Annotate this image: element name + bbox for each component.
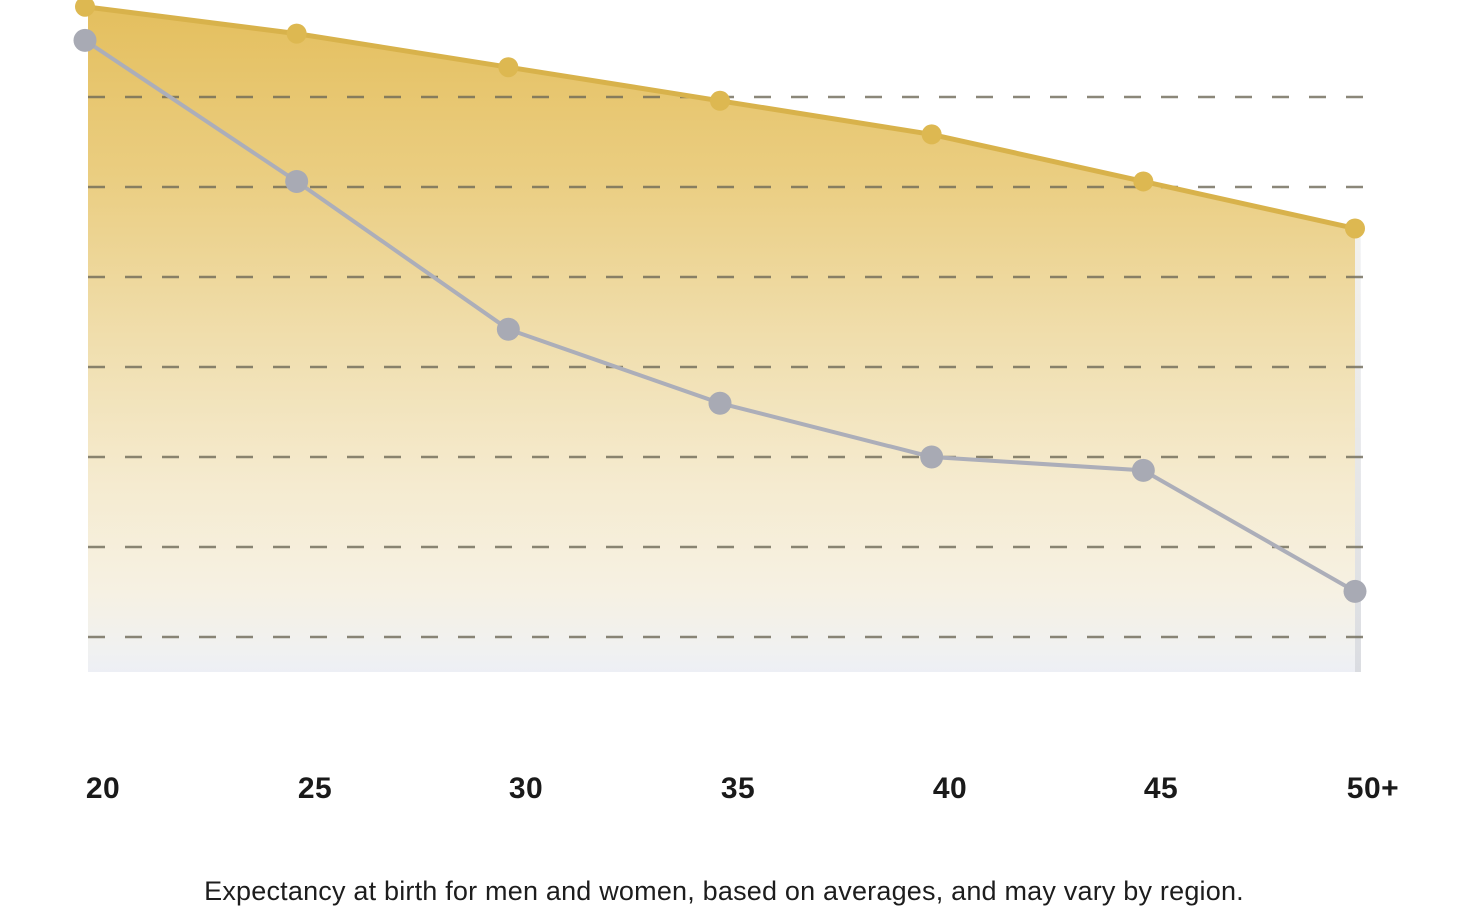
x-axis-label: 40: [932, 772, 968, 805]
x-axis: 20 25 30 35 40 45 50+: [0, 772, 1476, 812]
gray-point: [73, 28, 97, 52]
x-axis-label: 35: [720, 772, 756, 805]
caption-row: Expectancy at birth for men and women, b…: [88, 876, 1360, 907]
gold-point: [1133, 171, 1154, 192]
gold-point: [710, 90, 730, 111]
gold-point: [75, 0, 95, 17]
gray-point: [496, 317, 520, 341]
x-axis-label: 50+: [1346, 772, 1400, 805]
area-fill: [85, 6, 1360, 672]
x-axis-label: 25: [297, 772, 333, 805]
x-axis-label: 20: [85, 772, 121, 805]
gray-point: [285, 169, 309, 193]
gray-point: [708, 391, 732, 415]
gray-point: [920, 445, 944, 469]
gold-point: [286, 23, 307, 44]
gold-point: [921, 124, 942, 145]
gold-point: [498, 57, 519, 78]
caption: Expectancy at birth for men and women, b…: [204, 876, 1244, 906]
area-right-edge: [1355, 230, 1361, 673]
plot-area: [73, 0, 1367, 673]
x-axis-label: 30: [508, 772, 544, 805]
x-axis-label: 45: [1143, 772, 1179, 805]
gray-point: [1343, 579, 1367, 603]
gray-point: [1131, 458, 1155, 482]
gold-point: [1345, 218, 1365, 239]
